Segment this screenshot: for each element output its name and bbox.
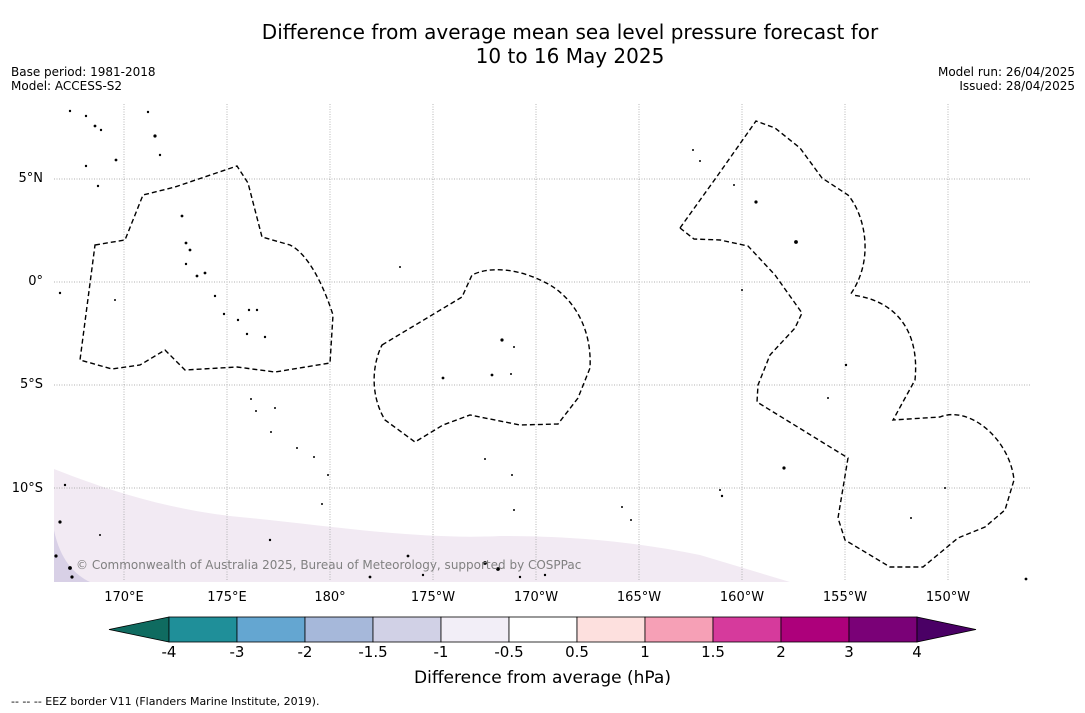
lon-label-175w: 175°W <box>410 590 456 605</box>
title-line-1: Difference from average mean sea level p… <box>261 20 879 44</box>
lon-label-170w: 170°W <box>513 590 559 605</box>
lon-label-170e: 170°E <box>104 590 144 605</box>
map-title: Difference from average mean sea level p… <box>0 20 1085 68</box>
colorbar-title: Difference from average (hPa) <box>414 668 671 688</box>
copyright-notice: © Commonwealth of Australia 2025, Bureau… <box>76 558 582 572</box>
colorbar-bin <box>236 616 306 643</box>
colorbar-bin <box>712 616 782 643</box>
colorbar-tick-label: -1 <box>433 643 449 661</box>
colorbar <box>108 616 977 643</box>
eez-border-kiribati-phoenix <box>373 269 591 443</box>
lon-label-180: 180° <box>314 590 346 605</box>
colorbar-tick-label: 0.5 <box>565 643 589 661</box>
lon-label-175e: 175°E <box>207 590 247 605</box>
colorbar-tick-label: 2 <box>776 643 786 661</box>
colorbar-bin <box>304 616 374 643</box>
base-period: Base period: 1981-2018 <box>11 65 156 79</box>
lat-label-0: 0° <box>28 274 43 289</box>
meta-left: Base period: 1981-2018 Model: ACCESS-S2 <box>11 65 156 93</box>
colorbar-tick-label: 4 <box>912 643 922 661</box>
colorbar-tick-label: 1.5 <box>701 643 725 661</box>
colorbar-bin <box>508 616 578 643</box>
eez-border-kiribati-line <box>679 120 866 296</box>
colorbar-bin <box>848 616 918 643</box>
meta-right: Model run: 26/04/2025 Issued: 28/04/2025 <box>938 65 1075 93</box>
lat-label-5n: 5°N <box>18 171 44 186</box>
colorbar-bin <box>780 616 850 643</box>
eez-border-kiribati-line-south <box>679 227 1015 568</box>
colorbar-tick-label: -1.5 <box>358 643 388 661</box>
eez-border-kiribati-gilbert <box>79 165 334 373</box>
colorbar-tick-label: -3 <box>229 643 245 661</box>
colorbar-extension-high <box>916 616 977 643</box>
title-line-2: 10 to 16 May 2025 <box>475 44 665 68</box>
colorbar-tick-label: -2 <box>297 643 313 661</box>
colorbar-extension-low <box>108 616 170 643</box>
anomaly-shading-edge <box>54 530 90 582</box>
colorbar-tick-label: -0.5 <box>494 643 524 661</box>
lat-label-5s: 5°S <box>19 377 43 392</box>
lon-label-155w: 155°W <box>822 590 868 605</box>
lon-label-165w: 165°W <box>616 590 662 605</box>
lat-label-10s: 10°S <box>11 481 43 496</box>
colorbar-tick-label: 3 <box>844 643 854 661</box>
anomaly-shading <box>54 469 790 582</box>
colorbar-bin <box>440 616 510 643</box>
gridlines <box>54 104 1031 580</box>
model-run: Model run: 26/04/2025 <box>937 65 1075 79</box>
issued-date: Issued: 28/04/2025 <box>959 79 1075 93</box>
colorbar-bin <box>372 616 442 643</box>
colorbar-tick-label: 1 <box>640 643 650 661</box>
model-name: Model: ACCESS-S2 <box>11 79 123 93</box>
colorbar-tick-label: -4 <box>161 643 177 661</box>
lon-label-160w: 160°W <box>719 590 765 605</box>
colorbar-bin <box>168 616 238 643</box>
eez-legend: -- -- -- EEZ border V11 (Flanders Marine… <box>11 695 320 708</box>
lon-label-150w: 150°W <box>925 590 971 605</box>
islands <box>54 109 1028 581</box>
colorbar-bin <box>644 616 714 643</box>
colorbar-bin <box>576 616 646 643</box>
